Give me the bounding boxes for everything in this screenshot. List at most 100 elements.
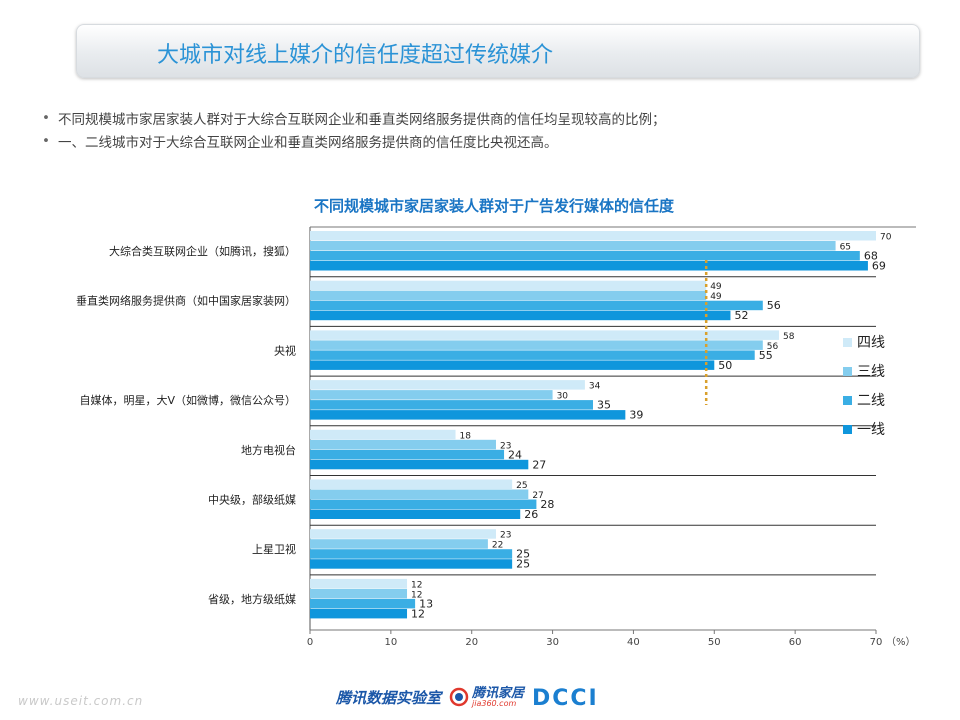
bar-三线	[310, 390, 553, 400]
bar-value-label: 55	[759, 349, 773, 362]
tencent-data-lab-logo: 腾讯数据实验室	[336, 688, 442, 707]
x-tick-label: 10	[384, 637, 397, 648]
bar-value-label: 26	[524, 508, 538, 521]
legend-label: 二线	[857, 393, 885, 409]
bar-一线	[310, 559, 513, 569]
bar-一线	[310, 360, 715, 370]
bar-value-label: 25	[516, 481, 527, 491]
category-label: 央视	[274, 343, 296, 357]
bullet-text: 一、二线城市对于大综合互联网企业和垂直类网络服务提供商的信任度比央视还高。	[58, 134, 558, 151]
bar-三线	[310, 489, 529, 499]
footer-url: www.useit.com.cn	[18, 694, 144, 708]
category-label: 上星卫视	[252, 542, 296, 556]
bar-value-label: 58	[783, 332, 795, 342]
bar-四线	[310, 479, 513, 489]
bar-二线	[310, 400, 593, 410]
category-label: 中央级，部级纸媒	[208, 493, 296, 507]
legend-swatch-一线	[843, 425, 852, 434]
x-tick-label: 60	[789, 637, 802, 648]
x-tick-label: 0	[307, 637, 313, 648]
dcci-logo: DCCI	[532, 686, 599, 708]
x-tick-label: 70	[870, 637, 883, 648]
bullet-item: • 不同规模城市家居家装人群对于大综合互联网企业和垂直类网络服务提供商的信任均呈…	[42, 106, 666, 129]
x-tick-label: 50	[708, 637, 721, 648]
legend-label: 三线	[857, 364, 885, 380]
bar-三线	[310, 340, 763, 350]
legend-label: 四线	[857, 335, 885, 351]
bar-value-label: 23	[500, 441, 511, 451]
bar-value-label: 18	[460, 431, 472, 441]
bar-value-label: 25	[516, 548, 530, 561]
bar-value-label: 27	[532, 491, 543, 501]
bar-三线	[310, 439, 496, 450]
bullet-dot-icon: •	[42, 109, 50, 126]
category-label: 垂直类网络服务提供商（如中国家居家装网）	[76, 294, 296, 308]
bar-value-label: 39	[629, 409, 643, 422]
bar-value-label: 69	[872, 260, 886, 273]
bar-一线	[310, 410, 626, 420]
jiaju-logo-subtext: jia360.com	[472, 698, 517, 708]
bar-三线	[310, 539, 488, 549]
legend-swatch-三线	[843, 367, 852, 376]
tencent-jiaju-mark-icon	[449, 687, 469, 707]
bar-value-label: 13	[419, 597, 433, 610]
bar-四线	[310, 231, 876, 241]
bar-value-label: 35	[597, 399, 611, 412]
bar-四线	[310, 280, 707, 291]
bar-四线	[310, 330, 779, 340]
tencent-jiaju-logo: 腾讯家居 jia360.com	[449, 687, 524, 708]
bar-value-label: 12	[411, 607, 425, 620]
bar-二线	[310, 251, 860, 261]
bar-value-label: 25	[516, 558, 530, 571]
legend-label: 一线	[857, 422, 885, 438]
bar-value-label: 30	[557, 392, 569, 402]
bar-value-label: 68	[864, 250, 878, 263]
bar-value-label: 52	[734, 309, 748, 322]
bar-value-label: 12	[411, 580, 422, 590]
bar-二线	[310, 499, 537, 509]
bar-一线	[310, 310, 731, 321]
dcci-logo-text: DCCI	[532, 686, 599, 708]
bar-value-label: 28	[540, 498, 554, 511]
bar-一线	[310, 608, 408, 619]
category-label: 地方电视台	[241, 443, 296, 457]
bar-value-label: 70	[880, 233, 892, 243]
bar-二线	[310, 598, 416, 609]
legend-swatch-二线	[843, 396, 852, 405]
bullet-dot-icon: •	[42, 132, 50, 149]
bar-三线	[310, 241, 836, 251]
chart-title: 不同规模城市家居家装人群对于广告发行媒体的信任度	[314, 197, 675, 215]
bar-value-label: 23	[500, 531, 511, 541]
footer-logos: 腾讯数据实验室 腾讯家居 jia360.com DCCI	[336, 686, 618, 708]
bar-四线	[310, 429, 456, 440]
bar-value-label: 12	[411, 590, 422, 600]
bar-value-label: 27	[532, 458, 546, 471]
bar-四线	[310, 380, 585, 390]
bullet-item: • 一、二线城市对于大综合互联网企业和垂直类网络服务提供商的信任度比央视还高。	[42, 129, 666, 152]
category-label: 自媒体，明星，大V（如微博，微信公众号）	[79, 393, 296, 407]
legend-swatch-四线	[843, 338, 852, 347]
bar-value-label: 24	[508, 448, 522, 461]
bar-value-label: 22	[492, 541, 503, 551]
bar-四线	[310, 578, 408, 589]
bar-一线	[310, 509, 521, 519]
bar-一线	[310, 261, 868, 271]
x-tick-label: 30	[546, 637, 559, 648]
x-axis-unit: （%）	[886, 636, 916, 648]
trust-bar-chart: 不同规模城市家居家装人群对于广告发行媒体的信任度大综合类互联网企业（如腾讯，搜狐…	[76, 197, 916, 648]
bar-一线	[310, 459, 529, 470]
bar-value-label: 56	[767, 342, 779, 352]
bullet-list: • 不同规模城市家居家装人群对于大综合互联网企业和垂直类网络服务提供商的信任均呈…	[42, 106, 666, 152]
bar-value-label: 34	[589, 382, 601, 392]
x-tick-label: 40	[627, 637, 640, 648]
bar-value-label: 49	[710, 292, 722, 302]
category-label: 大综合类互联网企业（如腾讯，搜狐）	[109, 244, 296, 258]
jiaju-logo-text: 腾讯家居	[472, 685, 525, 701]
bar-value-label: 49	[710, 282, 722, 292]
bar-二线	[310, 350, 755, 360]
bar-二线	[310, 549, 513, 559]
bar-二线	[310, 300, 763, 311]
bar-value-label: 50	[718, 359, 732, 372]
bar-value-label: 65	[840, 243, 851, 253]
bullet-text: 不同规模城市家居家装人群对于大综合互联网企业和垂直类网络服务提供商的信任均呈现较…	[58, 111, 666, 128]
